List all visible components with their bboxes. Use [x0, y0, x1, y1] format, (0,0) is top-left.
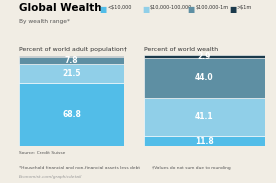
Text: $100,000-1m: $100,000-1m — [195, 5, 229, 10]
Bar — [144, 58, 265, 98]
Text: Percent of world adult population†: Percent of world adult population† — [19, 47, 127, 52]
Text: 11.8: 11.8 — [195, 137, 214, 145]
Text: Source: Credit Suisse: Source: Credit Suisse — [19, 151, 66, 155]
Bar — [144, 136, 265, 146]
Text: <$10,000: <$10,000 — [107, 5, 131, 10]
Text: ■: ■ — [142, 5, 149, 14]
Text: ■: ■ — [188, 5, 195, 14]
Text: 21.5: 21.5 — [62, 69, 81, 78]
Text: Global Wealth: Global Wealth — [19, 3, 102, 13]
Text: 7.8: 7.8 — [65, 56, 79, 65]
Bar — [144, 98, 265, 136]
Bar — [19, 64, 124, 83]
Bar — [19, 57, 124, 64]
Text: 2.9: 2.9 — [198, 52, 211, 61]
Text: Percent of world wealth: Percent of world wealth — [144, 47, 218, 52]
Text: By wealth range*: By wealth range* — [19, 19, 70, 24]
Bar — [144, 55, 265, 58]
Bar — [19, 56, 124, 57]
Text: †Values do not sum due to rounding: †Values do not sum due to rounding — [152, 166, 230, 170]
Text: >$1m: >$1m — [237, 5, 252, 10]
Text: $10,000-100,000: $10,000-100,000 — [150, 5, 192, 10]
Text: 41.1: 41.1 — [195, 112, 214, 121]
Text: 68.8: 68.8 — [62, 110, 81, 119]
Text: *Household financial and non-financial assets less debt: *Household financial and non-financial a… — [19, 166, 140, 170]
Bar — [19, 83, 124, 146]
Text: ■: ■ — [229, 5, 236, 14]
Text: Economist.com/graphicdetail: Economist.com/graphicdetail — [19, 175, 83, 179]
Text: 44.0: 44.0 — [195, 73, 214, 82]
Text: ■: ■ — [99, 5, 107, 14]
